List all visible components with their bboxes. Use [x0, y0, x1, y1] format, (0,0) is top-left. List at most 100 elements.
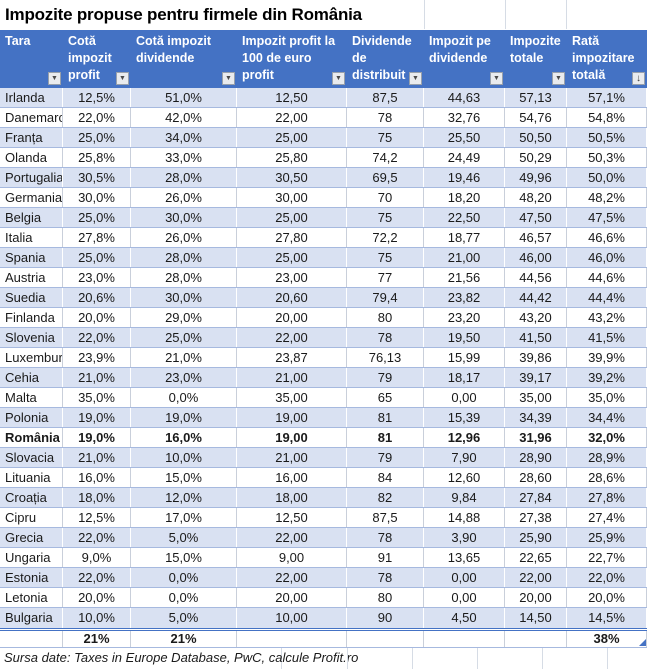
filter-dropdown-icon[interactable]: ▼ — [116, 72, 129, 85]
cell-value[interactable]: 23,0% — [131, 368, 237, 387]
cell-value[interactable]: 20,00 — [505, 588, 567, 607]
cell-value[interactable]: 22,00 — [237, 528, 347, 547]
total-cell-empty[interactable] — [424, 631, 505, 647]
cell-value[interactable]: 14,88 — [424, 508, 505, 527]
cell-value[interactable]: 50,5% — [567, 128, 647, 147]
cell-value[interactable]: 84 — [347, 468, 424, 487]
cell-value[interactable]: 43,2% — [567, 308, 647, 327]
cell-country[interactable]: Cehia — [0, 368, 63, 387]
column-header-cota-impozit-dividende[interactable]: Cotă impozit dividende ▼ — [131, 30, 237, 88]
cell-value[interactable]: 16,0% — [131, 428, 237, 447]
cell-value[interactable]: 25,0% — [63, 208, 131, 227]
cell-value[interactable]: 87,5 — [347, 508, 424, 527]
cell-country[interactable]: Danemarca — [0, 108, 63, 127]
cell-value[interactable]: 23,00 — [237, 268, 347, 287]
column-header-impozite-totale[interactable]: Impozite totale ▼ — [505, 30, 567, 88]
cell-value[interactable]: 12,5% — [63, 508, 131, 527]
total-cell-empty[interactable] — [237, 631, 347, 647]
cell-value[interactable]: 44,63 — [424, 88, 505, 107]
cell-value[interactable]: 7,90 — [424, 448, 505, 467]
cell-value[interactable]: 35,00 — [237, 388, 347, 407]
cell-value[interactable]: 35,0% — [567, 388, 647, 407]
cell-value[interactable]: 20,00 — [237, 308, 347, 327]
cell-value[interactable]: 22,00 — [505, 568, 567, 587]
column-header-impozit-pe-dividende[interactable]: Impozit pe dividende ▼ — [424, 30, 505, 88]
cell-value[interactable]: 17,0% — [131, 508, 237, 527]
cell-value[interactable]: 70 — [347, 188, 424, 207]
cell-value[interactable]: 35,0% — [63, 388, 131, 407]
cell-value[interactable]: 30,0% — [131, 208, 237, 227]
column-header-dividende-de-distribuit[interactable]: Dividende de distribuit ▼ — [347, 30, 424, 88]
cell-value[interactable]: 57,13 — [505, 88, 567, 107]
cell-value[interactable]: 28,90 — [505, 448, 567, 467]
filter-dropdown-icon[interactable]: ▼ — [222, 72, 235, 85]
cell-value[interactable]: 27,38 — [505, 508, 567, 527]
cell-value[interactable]: 20,00 — [237, 588, 347, 607]
cell-value[interactable]: 25,0% — [131, 328, 237, 347]
cell-value[interactable]: 22,0% — [63, 108, 131, 127]
cell-country[interactable]: Finlanda — [0, 308, 63, 327]
cell-value[interactable]: 51,0% — [131, 88, 237, 107]
cell-country[interactable]: Estonia — [0, 568, 63, 587]
cell-value[interactable]: 39,2% — [567, 368, 647, 387]
cell-country[interactable]: Polonia — [0, 408, 63, 427]
cell-value[interactable]: 3,90 — [424, 528, 505, 547]
total-total-rate[interactable]: 38% — [567, 631, 647, 647]
cell-value[interactable]: 24,49 — [424, 148, 505, 167]
cell-value[interactable]: 16,0% — [63, 468, 131, 487]
cell-value[interactable]: 25,50 — [424, 128, 505, 147]
cell-country[interactable]: Italia — [0, 228, 63, 247]
filter-dropdown-icon[interactable]: ▼ — [409, 72, 422, 85]
cell-value[interactable]: 19,0% — [63, 428, 131, 447]
cell-value[interactable]: 29,0% — [131, 308, 237, 327]
cell-value[interactable]: 50,29 — [505, 148, 567, 167]
cell-value[interactable]: 31,96 — [505, 428, 567, 447]
cell-country[interactable]: Letonia — [0, 588, 63, 607]
cell-value[interactable]: 18,00 — [237, 488, 347, 507]
cell-value[interactable]: 44,56 — [505, 268, 567, 287]
cell-value[interactable]: 22,00 — [237, 328, 347, 347]
cell-value[interactable]: 9,0% — [63, 548, 131, 567]
cell-value[interactable]: 12,5% — [63, 88, 131, 107]
column-header-impozit-profit-100-euro[interactable]: Impozit profit la 100 de euro profit ▼ — [237, 30, 347, 88]
cell-value[interactable]: 21,56 — [424, 268, 505, 287]
cell-value[interactable]: 34,0% — [131, 128, 237, 147]
cell-country[interactable]: Belgia — [0, 208, 63, 227]
cell-value[interactable]: 77 — [347, 268, 424, 287]
cell-value[interactable]: 20,0% — [63, 308, 131, 327]
cell-value[interactable]: 22,65 — [505, 548, 567, 567]
filter-dropdown-icon[interactable]: ▼ — [48, 72, 61, 85]
cell-value[interactable]: 79,4 — [347, 288, 424, 307]
cell-value[interactable]: 28,0% — [131, 248, 237, 267]
cell-value[interactable]: 22,00 — [237, 568, 347, 587]
cell-value[interactable]: 81 — [347, 408, 424, 427]
cell-country[interactable]: Portugalia — [0, 168, 63, 187]
cell-country[interactable]: România — [0, 428, 63, 447]
column-header-rata-impozitare-totala[interactable]: Rată impozitare totală ↓ — [567, 30, 647, 88]
cell-value[interactable]: 21,00 — [237, 368, 347, 387]
cell-value[interactable]: 10,0% — [131, 448, 237, 467]
cell-value[interactable]: 81 — [347, 428, 424, 447]
cell-value[interactable]: 15,39 — [424, 408, 505, 427]
cell-value[interactable]: 26,0% — [131, 188, 237, 207]
cell-value[interactable]: 50,50 — [505, 128, 567, 147]
cell-value[interactable]: 78 — [347, 568, 424, 587]
cell-value[interactable]: 13,65 — [424, 548, 505, 567]
cell-value[interactable]: 39,17 — [505, 368, 567, 387]
cell-value[interactable]: 28,60 — [505, 468, 567, 487]
total-cell-empty[interactable] — [347, 631, 424, 647]
cell-value[interactable]: 44,4% — [567, 288, 647, 307]
cell-value[interactable]: 47,5% — [567, 208, 647, 227]
cell-value[interactable]: 49,96 — [505, 168, 567, 187]
cell-value[interactable]: 78 — [347, 328, 424, 347]
cell-value[interactable]: 23,87 — [237, 348, 347, 367]
cell-value[interactable]: 15,0% — [131, 548, 237, 567]
cell-value[interactable]: 46,6% — [567, 228, 647, 247]
cell-value[interactable]: 28,0% — [131, 168, 237, 187]
cell-value[interactable]: 78 — [347, 528, 424, 547]
cell-value[interactable]: 72,2 — [347, 228, 424, 247]
cell-country[interactable]: Slovacia — [0, 448, 63, 467]
filter-dropdown-icon[interactable]: ▼ — [552, 72, 565, 85]
cell-value[interactable]: 18,20 — [424, 188, 505, 207]
cell-value[interactable]: 21,0% — [131, 348, 237, 367]
